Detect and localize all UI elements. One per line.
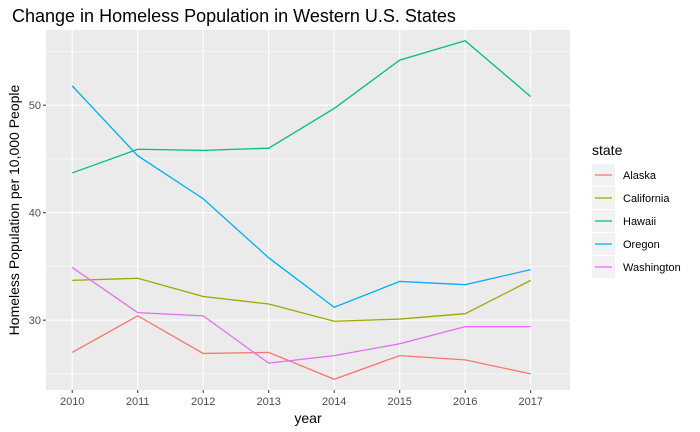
legend-label: California <box>623 193 670 205</box>
legend-item-california: California <box>592 187 670 209</box>
legend-label: Oregon <box>623 239 660 251</box>
x-tick-label: 2016 <box>453 396 477 408</box>
series-lines <box>71 40 532 380</box>
y-axis: 30 40 50 <box>29 100 46 327</box>
x-axis: 2010 2011 2012 2013 2014 2015 2016 2017 <box>60 390 543 408</box>
legend-item-alaska: Alaska <box>592 164 657 186</box>
x-tick-label: 2017 <box>518 396 542 408</box>
legend: state Alaska California Hawaii Oregon Washin… <box>592 142 681 278</box>
x-tick-label: 2014 <box>322 396 346 408</box>
y-axis-title: Homeless Population per 10,000 People <box>6 84 22 335</box>
y-tick-label: 50 <box>29 100 41 112</box>
series-line-oregon <box>71 85 531 308</box>
plot-panel <box>46 30 570 390</box>
minor-gridlines <box>46 51 570 375</box>
legend-label: Washington <box>623 262 681 274</box>
series-line-alaska <box>71 315 531 380</box>
legend-item-hawaii: Hawaii <box>592 210 656 232</box>
legend-title: state <box>592 142 623 158</box>
series-line-hawaii <box>71 40 532 174</box>
x-axis-title: year <box>294 410 322 426</box>
legend-item-washington: Washington <box>592 256 681 278</box>
series-line-washington <box>71 266 531 364</box>
legend-item-oregon: Oregon <box>592 233 660 255</box>
y-tick-label: 30 <box>29 315 41 327</box>
chart-title: Change in Homeless Population in Western… <box>12 6 456 26</box>
major-gridlines <box>46 30 570 390</box>
legend-items: Alaska California Hawaii Oregon Washington <box>592 164 681 278</box>
series-line-california <box>72 277 531 322</box>
y-tick-label: 40 <box>29 208 41 220</box>
legend-label: Alaska <box>623 170 657 182</box>
legend-label: Hawaii <box>623 216 656 228</box>
x-tick-label: 2015 <box>387 396 411 408</box>
x-tick-label: 2013 <box>256 396 280 408</box>
x-tick-label: 2010 <box>60 396 84 408</box>
x-tick-label: 2012 <box>191 396 215 408</box>
x-tick-label: 2011 <box>126 396 150 408</box>
